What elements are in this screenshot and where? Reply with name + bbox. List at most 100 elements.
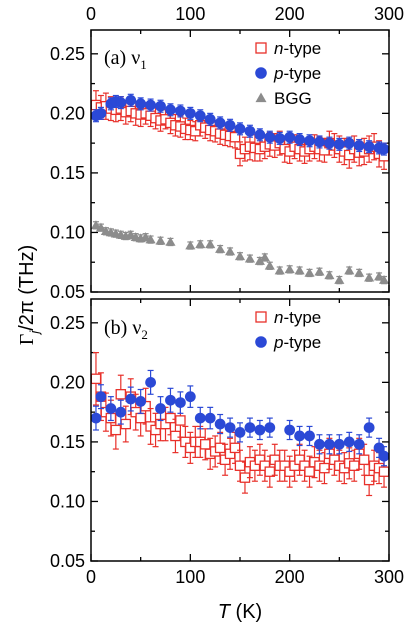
bgg-point: [215, 244, 226, 254]
legend-entry: p-type: [255, 64, 321, 83]
ptype-point: [224, 118, 236, 132]
legend-label: n-type: [274, 308, 321, 327]
ptype-point: [174, 391, 186, 414]
ptype-point: [333, 137, 345, 151]
panel-a-marks: [90, 90, 390, 285]
top-x-tick-label: 200: [275, 4, 305, 24]
y-tick-label: 0.15: [50, 163, 85, 183]
panel-b-legend: n-type p-type: [255, 308, 321, 352]
panel-b-marks: [90, 351, 390, 497]
ptype-point: [125, 386, 137, 412]
legend-entry: n-type: [255, 39, 321, 58]
legend-label: p-type: [273, 333, 321, 352]
ptype-point: [304, 425, 315, 447]
panel-b-label: (b) ν2: [104, 317, 148, 342]
ptype-point: [184, 106, 196, 120]
ptype-point: [155, 99, 166, 113]
y-tick-label: 0.05: [50, 282, 85, 302]
ptype-point: [284, 130, 296, 144]
ptype-point: [284, 419, 296, 441]
panel-b-ticks: 0.05 0.10 0.15 0.20 0.25: [50, 299, 390, 571]
top-x-tick-label: 300: [374, 4, 404, 24]
ntype-point: [150, 412, 161, 448]
ptype-point: [165, 103, 176, 117]
legend-label: BGG: [274, 89, 312, 108]
ptype-point: [343, 431, 355, 453]
ptype-point: [135, 97, 147, 111]
ptype-point: [244, 124, 256, 138]
ptype-point: [294, 133, 306, 147]
ptype-point: [204, 112, 216, 126]
bottom-x-tick-label: 0: [86, 567, 96, 587]
ptype-point: [174, 104, 186, 118]
ptype-point: [333, 434, 345, 455]
ptype-point: [323, 434, 335, 455]
panel-a-ticks: 0.05 0.10 0.15 0.20 0.25: [50, 30, 390, 302]
ptype-point: [224, 417, 236, 438]
ptype-point: [244, 417, 256, 438]
bgg-point: [259, 252, 270, 262]
bgg-point: [234, 251, 246, 261]
ptype-point: [145, 98, 157, 112]
y-tick-label: 0.15: [50, 432, 85, 452]
bgg-point: [314, 266, 325, 276]
panel-b-frame: [90, 298, 390, 562]
ptype-point: [264, 130, 276, 144]
ptype-point: [165, 387, 176, 413]
ptype-point: [184, 385, 196, 408]
ptype-point: [363, 417, 375, 438]
y-tick-label: 0.25: [50, 44, 85, 64]
bottom-x-tick-label: 100: [175, 567, 205, 587]
ptype-point: [95, 106, 107, 120]
bgg-point: [140, 232, 151, 242]
ptype-point: [214, 413, 226, 435]
bgg-point: [378, 275, 390, 285]
ptype-point: [343, 136, 355, 150]
bgg-point: [364, 272, 375, 282]
ptype-point: [204, 406, 216, 430]
ptype-point: [155, 396, 166, 422]
ptype-point: [125, 93, 137, 107]
panel-a-frame: [90, 29, 390, 293]
ptype-point: [214, 116, 226, 130]
bottom-x-tick-label: 300: [374, 567, 404, 587]
bgg-point: [274, 265, 285, 275]
bgg-point: [324, 270, 335, 280]
ptype-point: [314, 434, 325, 455]
y-tick-label: 0.20: [50, 372, 85, 392]
panel-a-legend: n-type p-type BGG: [255, 39, 321, 108]
y-axis-title: Γj/2π (THz): [16, 245, 42, 345]
legend-entry: p-type: [255, 333, 321, 352]
top-x-tick-labels: 0 100 200 300: [86, 4, 404, 24]
x-axis-title: T (K): [218, 601, 262, 623]
panel-a-label: (a) ν1: [104, 47, 147, 72]
ptype-point: [363, 140, 375, 154]
bgg-point: [185, 240, 196, 250]
legend-entry: BGG: [255, 89, 312, 108]
bgg-point: [205, 239, 216, 249]
legend-label: n-type: [274, 39, 321, 58]
ptype-point: [194, 406, 206, 430]
panel-b: 0.05 0.10 0.15 0.20 0.25 (b) ν2 n-type p-type: [50, 298, 390, 571]
y-tick-label: 0.10: [50, 491, 85, 511]
top-x-tick-label: 100: [175, 4, 205, 24]
bgg-point: [304, 267, 315, 278]
ptype-point: [353, 434, 365, 455]
bgg-point: [155, 235, 166, 245]
bgg-point: [334, 275, 345, 285]
bottom-x-tick-label: 200: [275, 567, 305, 587]
ptype-point: [234, 422, 246, 443]
ptype-point: [115, 399, 127, 425]
bgg-point: [225, 246, 236, 256]
ptype-point: [135, 388, 147, 414]
bgg-point: [264, 260, 275, 270]
ptype-point: [234, 122, 246, 136]
bgg-point: [90, 220, 102, 230]
bgg-point: [145, 234, 156, 244]
top-x-tick-label: 0: [86, 4, 96, 24]
bgg-point: [294, 265, 305, 275]
ptype-point: [115, 96, 127, 110]
bgg-point: [244, 253, 255, 263]
ptype-point: [254, 419, 266, 441]
